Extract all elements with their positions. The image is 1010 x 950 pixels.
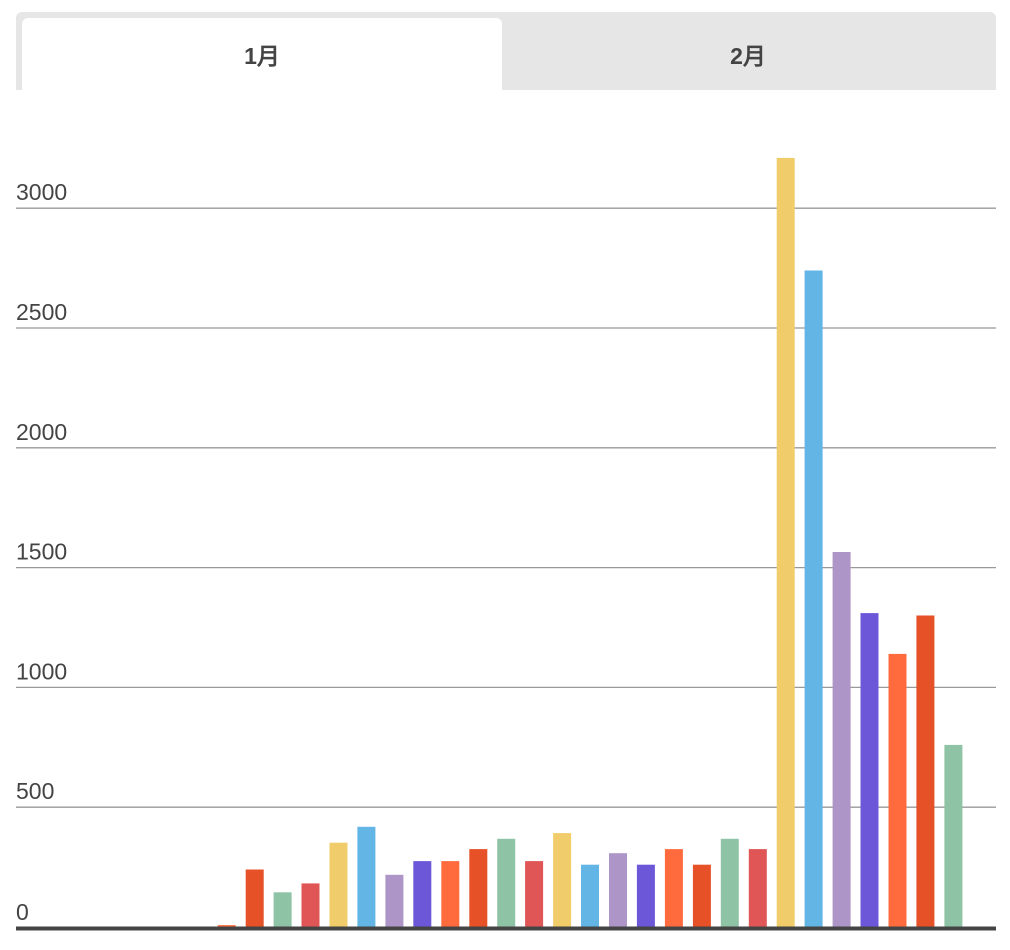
bar-15	[441, 861, 460, 927]
bar-32	[916, 615, 935, 927]
tab-bar: 1月 2月	[16, 12, 996, 90]
tab-february[interactable]: 2月	[730, 43, 766, 69]
bar-9	[273, 892, 292, 927]
bar-31	[888, 653, 907, 927]
y-tick-label: 1500	[16, 539, 67, 565]
y-tick-label: 2000	[16, 419, 67, 445]
y-tick-label: 3000	[16, 179, 67, 205]
y-axis-ticks: 0 500 1000 1500 2000 2500 3000	[16, 179, 67, 925]
bar-21	[609, 853, 627, 927]
bar-13	[385, 874, 404, 927]
bar-20	[581, 864, 599, 927]
bar-23	[664, 849, 683, 927]
bar-10	[301, 883, 320, 927]
bar-12	[357, 826, 376, 927]
bar-14	[413, 861, 432, 927]
bar-7	[217, 925, 236, 927]
bar-27	[776, 157, 795, 927]
bar-24	[692, 864, 711, 927]
bar-8	[245, 869, 264, 927]
bar-22	[636, 864, 655, 927]
bars	[217, 157, 963, 927]
bar-25	[720, 838, 739, 927]
bar-26	[748, 849, 767, 927]
bar-16	[469, 849, 488, 927]
y-tick-label: 2500	[16, 299, 67, 325]
y-tick-label: 0	[16, 899, 29, 925]
bar-11	[329, 842, 348, 927]
tab-january[interactable]: 1月	[22, 18, 502, 90]
bar-33	[944, 744, 963, 927]
bar-17	[497, 838, 516, 927]
y-tick-label: 1000	[16, 658, 67, 684]
bar-18	[525, 861, 544, 927]
bar-29	[832, 552, 851, 927]
y-tick-label: 500	[16, 778, 54, 804]
bar-19	[553, 833, 572, 927]
bar-chart: 0 500 1000 1500 2000 2500 3000	[16, 157, 996, 931]
bar-30	[860, 613, 879, 927]
bar-28	[804, 270, 823, 927]
